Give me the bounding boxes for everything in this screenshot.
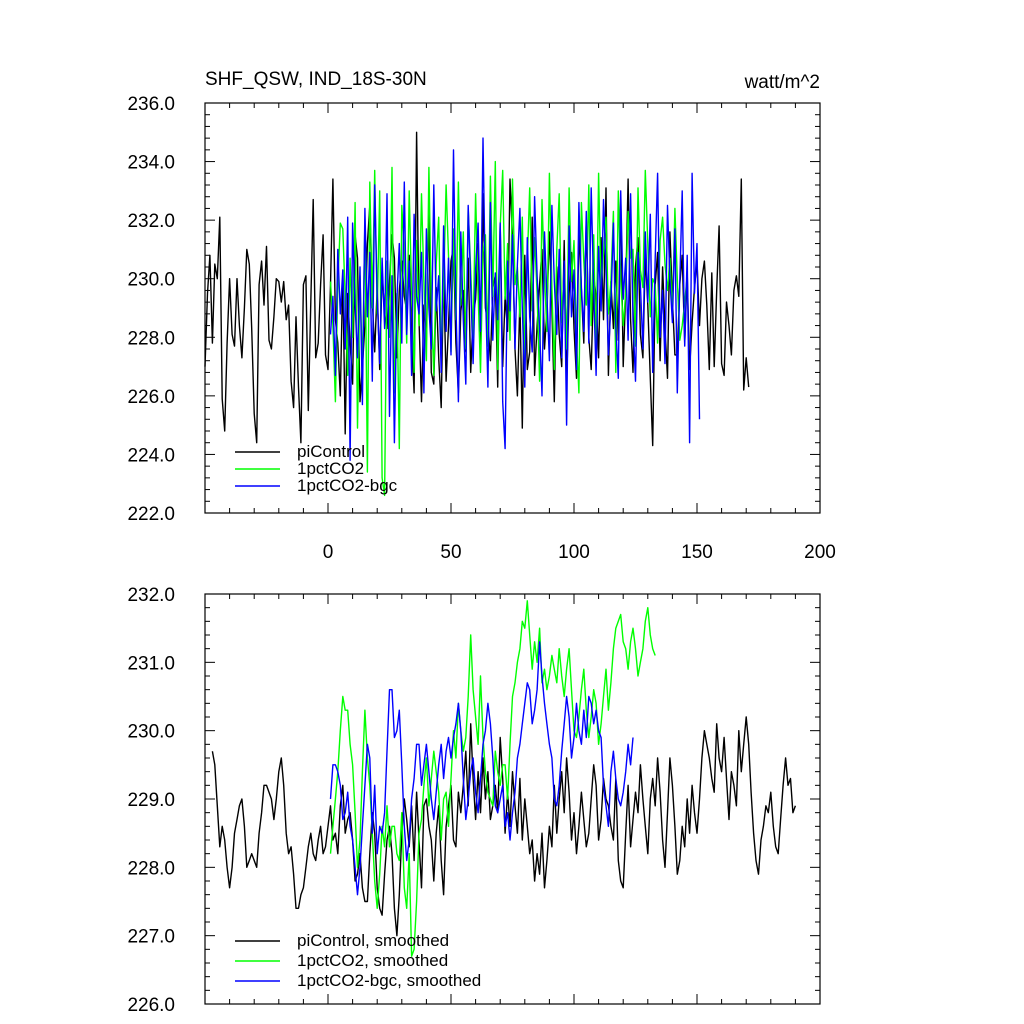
y-tick-label: 232.0 xyxy=(127,211,175,232)
y-tick-label: 230.0 xyxy=(127,270,175,291)
top-series-group xyxy=(204,131,750,497)
x-tick-label: 50 xyxy=(440,542,461,563)
bottom-series-group xyxy=(211,600,797,957)
y-tick-label: 234.0 xyxy=(127,153,175,174)
series-line-1pctco2-bgc xyxy=(329,137,701,461)
y-tick-label: 227.0 xyxy=(127,927,175,948)
top-chart: SHF_QSW, IND_18S-30N watt/m^2 222.0 224.0… xyxy=(127,69,835,563)
bottom-chart: 226.0 227.0 228.0 229.0 230.0 231.0 232.0 piCo… xyxy=(127,585,821,1016)
top-y-axis-labels: 222.0 224.0 226.0 228.0 230.0 232.0 234.0 236.0 xyxy=(127,94,175,525)
y-tick-label: 236.0 xyxy=(127,94,175,115)
legend-label: 1pctCO2-bgc xyxy=(297,476,398,495)
y-tick-label: 229.0 xyxy=(127,790,175,811)
x-tick-label: 200 xyxy=(804,542,836,563)
top-plot-frame xyxy=(204,102,821,514)
series-line-picontrol-smoothed xyxy=(211,716,797,937)
legend-label: piControl xyxy=(297,442,365,461)
series-line-1pctco2-bgc-smoothed xyxy=(329,641,634,896)
x-tick-label: 150 xyxy=(681,542,713,563)
legend-label: piControl, smoothed xyxy=(297,931,449,950)
chart-title: SHF_QSW, IND_18S-30N xyxy=(205,69,427,90)
y-tick-label: 226.0 xyxy=(127,387,175,408)
y-tick-label: 222.0 xyxy=(127,504,175,525)
bottom-axis-ticks xyxy=(205,593,821,1005)
legend-label: 1pctCO2-bgc, smoothed xyxy=(297,971,481,990)
y-tick-label: 226.0 xyxy=(127,995,175,1016)
y-tick-label: 224.0 xyxy=(127,445,175,466)
bottom-y-axis-labels: 226.0 227.0 228.0 229.0 230.0 231.0 232.0 xyxy=(127,585,175,1016)
legend-label: 1pctCO2, smoothed xyxy=(297,951,448,970)
y-tick-label: 228.0 xyxy=(127,858,175,879)
series-line-1pctco2-smoothed xyxy=(329,600,656,957)
y-tick-label: 232.0 xyxy=(127,585,175,606)
legend-label: 1pctCO2 xyxy=(297,459,364,478)
y-tick-label: 230.0 xyxy=(127,722,175,743)
x-tick-label: 100 xyxy=(558,542,590,563)
chart-units: watt/m^2 xyxy=(744,72,820,93)
y-tick-label: 228.0 xyxy=(127,328,175,349)
top-x-axis-labels: 0 50 100 150 200 xyxy=(323,542,836,563)
x-tick-label: 0 xyxy=(323,542,334,563)
y-tick-label: 231.0 xyxy=(127,653,175,674)
top-axis-ticks xyxy=(205,102,821,514)
